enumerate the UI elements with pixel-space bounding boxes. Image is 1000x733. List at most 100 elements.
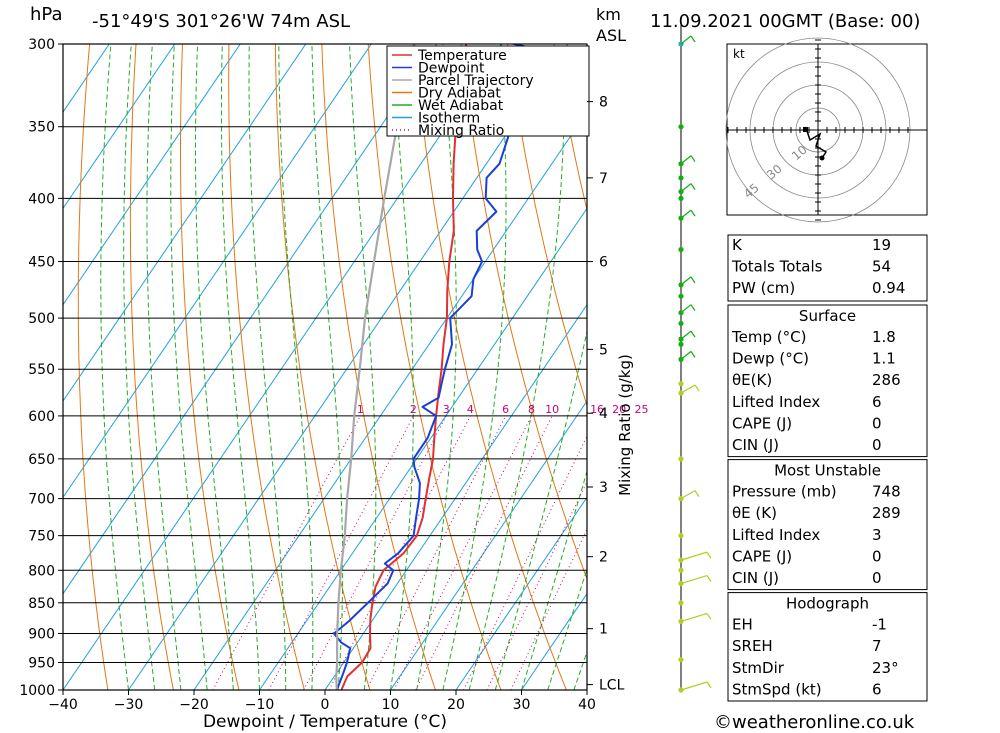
index-value: -1	[872, 616, 887, 634]
isotherm-lines	[63, 44, 587, 690]
index-label: PW (cm)	[732, 279, 795, 297]
index-value: 1.8	[872, 328, 896, 346]
wind-level-marker	[678, 456, 684, 462]
wind-barb-flag	[706, 681, 712, 689]
wind-level-marker	[678, 341, 684, 347]
isotherm-line	[63, 44, 438, 595]
wet-adiabat-line	[311, 44, 344, 690]
index-label: SREH	[732, 637, 773, 655]
wind-barb	[680, 574, 708, 585]
wind-barb-flag	[690, 183, 696, 190]
wind-level-marker	[678, 533, 684, 539]
index-value: 6	[872, 680, 882, 698]
isotherm-line	[193, 111, 587, 690]
wet-adiabat-line	[195, 44, 234, 690]
mixing-ratio-line	[328, 415, 471, 690]
isotherm-line	[390, 400, 587, 690]
index-value: 1.1	[872, 350, 896, 368]
index-label: Pressure (mb)	[732, 483, 837, 501]
index-label: CAPE (J)	[732, 414, 792, 432]
mixing-ratio-labels: 1 2 3 4 6 8 10 16 20 25	[357, 403, 649, 416]
isotherm-line	[128, 44, 569, 690]
dry-adiabat-line	[180, 44, 240, 690]
hodograph-box	[727, 592, 928, 702]
temperature-tick-label: −40	[48, 697, 78, 713]
km-unit-label: km	[596, 5, 621, 24]
temperature-axis: −40 −30 −20 −10 0 10 20 30 40	[48, 690, 596, 713]
pressure-unit-label: hPa	[30, 4, 62, 25]
legend-entry: Dry Adiabat	[418, 86, 501, 102]
mixing-ratio-label: 1	[357, 403, 364, 416]
wind-level-marker	[678, 320, 684, 327]
wind-level-marker	[678, 124, 684, 130]
isotherm-line	[259, 207, 587, 690]
mixing-ratio-label: 6	[502, 403, 509, 416]
wind-barb	[680, 155, 692, 165]
wind-level-marker	[678, 381, 684, 387]
index-label: StmSpd (kt)	[732, 680, 822, 698]
dry-adiabat-line	[507, 44, 587, 408]
index-value: 6	[872, 393, 882, 411]
index-label: K	[732, 236, 743, 254]
index-value: 0	[872, 414, 882, 432]
km-tick-label: 6	[599, 255, 608, 271]
mixing-ratio-label: 25	[635, 403, 649, 416]
temperature-tick-label: 0	[321, 697, 330, 713]
wind-barb	[680, 330, 692, 340]
wind-level-marker	[678, 175, 684, 181]
index-value: 0.94	[872, 279, 905, 297]
pressure-tick-label: 950	[28, 655, 55, 671]
mixing-ratio-label: 2	[410, 403, 417, 416]
surface-box	[727, 304, 928, 458]
legend-entry: Isotherm	[418, 111, 480, 127]
index-label: CIN (J)	[732, 569, 779, 587]
index-value: 23°	[872, 659, 899, 677]
wind-barb-flag	[690, 330, 696, 338]
wind-level-marker	[678, 557, 684, 563]
wind-barb-flag	[690, 155, 696, 163]
wind-level-marker	[678, 618, 684, 625]
index-label: Temp (°C)	[731, 328, 806, 346]
index-label: Totals Totals	[731, 258, 823, 276]
dry-adiabat-line	[367, 44, 502, 690]
pressure-tick-label: 450	[28, 255, 55, 271]
surface-box-title: Surface	[799, 307, 856, 325]
indices-box	[727, 234, 928, 302]
most-unstable-box	[727, 459, 928, 591]
wind-barb	[680, 304, 692, 314]
km-axis: 8 7 6 5 4 3 2 1 LCL	[587, 95, 625, 694]
isotherm-line	[63, 44, 503, 690]
legend-entry: Parcel Trajectory	[418, 73, 534, 89]
wind-barb-flag	[706, 613, 712, 620]
index-label: θE(K)	[732, 371, 772, 389]
wind-barb	[680, 681, 708, 691]
mixing-ratio-label: 16	[590, 403, 604, 416]
index-label: Lifted Index	[732, 393, 820, 411]
location-title: -51°49'S 301°26'W 74m ASL	[92, 11, 350, 32]
asl-unit-label: ASL	[596, 26, 626, 45]
pressure-tick-label: 300	[28, 37, 55, 53]
mixing-ratio-label: 4	[467, 403, 474, 416]
index-label: Dewp (°C)	[732, 350, 809, 368]
pressure-tick-label: 900	[28, 626, 55, 642]
index-label: CIN (J)	[732, 436, 779, 454]
wind-barb-flag	[690, 209, 696, 217]
pressure-tick-label: 850	[28, 596, 55, 612]
wind-barb-flag	[690, 304, 696, 312]
wind-level-marker	[678, 195, 684, 201]
isotherm-line	[63, 44, 176, 210]
index-value: 54	[872, 258, 891, 276]
wind-barb	[680, 384, 696, 394]
pressure-tick-label: 400	[28, 191, 55, 207]
index-label: Lifted Index	[732, 526, 820, 544]
wind-barb-flag	[694, 490, 700, 497]
plot-area	[63, 44, 587, 690]
temperature-tick-label: 20	[447, 697, 465, 713]
km-tick-label: 8	[599, 95, 608, 111]
legend-entry: Mixing Ratio	[418, 123, 504, 139]
hodograph-trace	[805, 127, 828, 159]
wind-barb	[680, 612, 708, 622]
pressure-tick-label: 750	[28, 529, 55, 545]
wind-level-marker	[678, 567, 684, 573]
